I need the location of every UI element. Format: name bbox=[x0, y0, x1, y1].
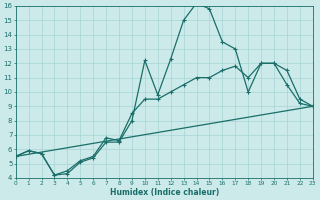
X-axis label: Humidex (Indice chaleur): Humidex (Indice chaleur) bbox=[109, 188, 219, 197]
